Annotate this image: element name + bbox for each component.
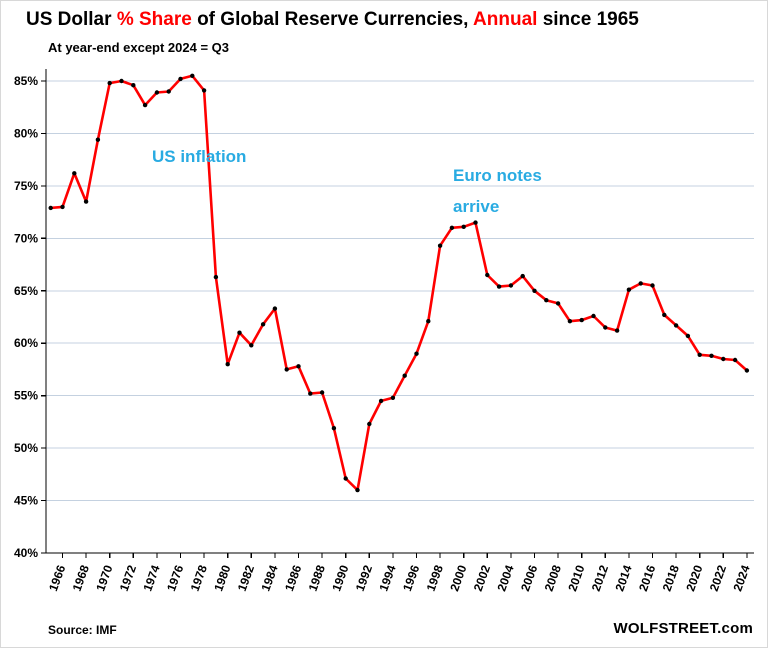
chart-area: 40% 45% 50% 55% 60% 65% 70% 75% 80% 85% 1966 1968 19…: [1, 59, 767, 619]
svg-text:45%: 45%: [14, 494, 38, 508]
svg-text:2000: 2000: [447, 563, 469, 593]
svg-text:60%: 60%: [14, 336, 38, 350]
svg-text:1984: 1984: [258, 563, 280, 593]
svg-text:1998: 1998: [424, 563, 446, 593]
annotation-euro-line2: arrive: [453, 197, 500, 216]
title-segment: of Global Reserve Currencies,: [191, 9, 474, 30]
svg-text:1996: 1996: [400, 563, 422, 593]
svg-text:1982: 1982: [235, 563, 257, 593]
line-chart-svg: 40%45%50%55%60%65%70%75%80%85%1966 1968 19…: [14, 69, 754, 593]
title-segment-accent: Annual: [473, 9, 538, 30]
svg-text:1972: 1972: [117, 563, 139, 593]
svg-text:2004: 2004: [494, 563, 516, 593]
svg-text:2006: 2006: [518, 563, 540, 593]
svg-text:1980: 1980: [211, 563, 233, 593]
svg-text:70%: 70%: [14, 231, 38, 245]
svg-text:1968: 1968: [70, 563, 92, 593]
svg-text:55%: 55%: [14, 389, 38, 403]
svg-text:1986: 1986: [282, 563, 304, 593]
svg-text:2008: 2008: [542, 563, 564, 593]
svg-text:1966: 1966: [46, 563, 68, 593]
title-segment: since 1965: [537, 9, 639, 30]
svg-text:85%: 85%: [14, 74, 38, 88]
svg-text:2014: 2014: [612, 563, 634, 593]
svg-text:40%: 40%: [14, 546, 38, 560]
source-label: Source: IMF: [48, 623, 117, 637]
chart-title: US Dollar % Share of Global Reserve Curr…: [26, 9, 639, 31]
svg-text:2016: 2016: [636, 563, 658, 593]
svg-text:2020: 2020: [683, 563, 705, 593]
wolfstreet-logo: WOLFSTREET.com: [613, 620, 753, 637]
svg-text:1988: 1988: [306, 563, 328, 593]
svg-text:1990: 1990: [329, 563, 351, 593]
title-segment: US Dollar: [26, 9, 117, 30]
svg-text:2002: 2002: [471, 563, 493, 593]
svg-text:80%: 80%: [14, 126, 38, 140]
svg-text:1970: 1970: [93, 563, 115, 593]
svg-text:2010: 2010: [565, 563, 587, 593]
title-segment-accent: % Share: [116, 9, 192, 30]
svg-text:50%: 50%: [14, 441, 38, 455]
svg-text:2022: 2022: [707, 563, 729, 593]
svg-text:2024: 2024: [730, 563, 752, 593]
annotation-euro-line1: Euro notes: [453, 166, 542, 185]
svg-text:65%: 65%: [14, 284, 38, 298]
svg-text:2018: 2018: [660, 563, 682, 593]
svg-text:1974: 1974: [140, 563, 162, 593]
chart-subtitle: At year-end except 2024 = Q3: [48, 40, 230, 55]
svg-text:75%: 75%: [14, 179, 38, 193]
annotation-us-inflation: US inflation: [152, 147, 247, 166]
annotation-euro-notes: Euro notes arrive: [453, 160, 542, 222]
svg-text:1994: 1994: [376, 563, 398, 593]
svg-text:1976: 1976: [164, 563, 186, 593]
svg-text:1978: 1978: [188, 563, 210, 593]
svg-text:2012: 2012: [589, 563, 611, 593]
svg-text:1992: 1992: [353, 563, 375, 593]
